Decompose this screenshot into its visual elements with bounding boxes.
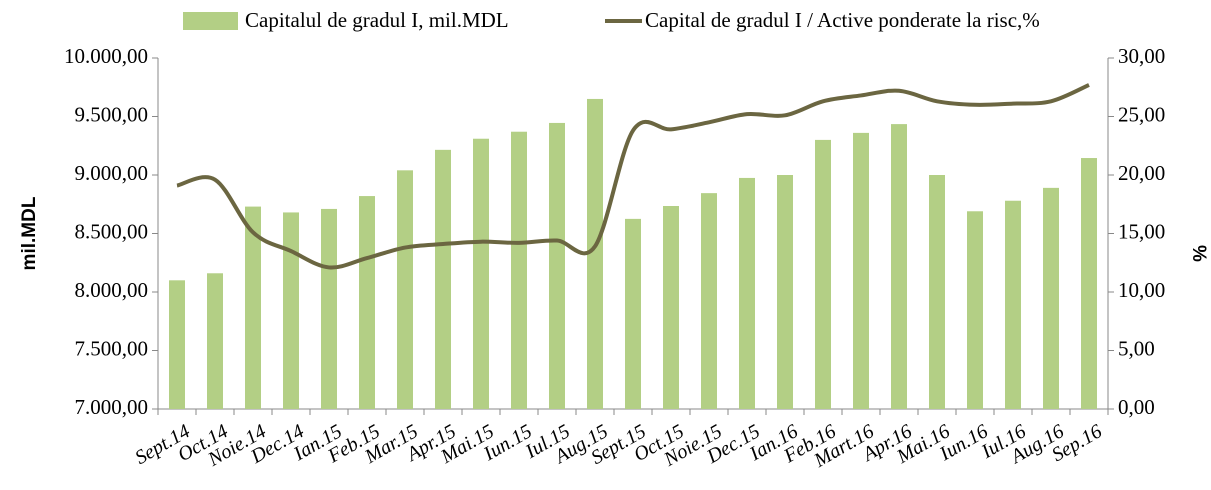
y-axis-label: mil.MDL — [19, 196, 40, 270]
bar — [473, 138, 489, 410]
y2-tick-label: 25,00 — [1118, 102, 1165, 126]
bar — [663, 206, 679, 409]
bar — [321, 208, 337, 409]
y-tick-label: 9.500,00 — [75, 102, 149, 126]
bar — [853, 132, 869, 409]
bar — [549, 122, 565, 409]
bar — [1005, 200, 1021, 409]
y-tick-label: 7.000,00 — [75, 395, 149, 419]
bar — [245, 206, 261, 409]
y2-tick-label: 30,00 — [1118, 44, 1165, 68]
line — [176, 83, 1090, 270]
bar — [207, 273, 223, 409]
legend-label: Capital de gradul I / Active ponderate l… — [645, 8, 1040, 32]
y-tick-label: 9.000,00 — [75, 161, 149, 185]
bar — [397, 170, 413, 409]
bar — [739, 177, 755, 409]
bar — [1081, 158, 1097, 409]
y2-tick-label: 20,00 — [1118, 161, 1165, 185]
bar — [169, 280, 185, 409]
bar — [587, 98, 603, 409]
bar — [435, 149, 451, 409]
bar — [625, 218, 641, 409]
bar — [359, 196, 375, 409]
bar — [891, 124, 907, 409]
bar — [815, 139, 831, 409]
y2-tick-label: 5,00 — [1118, 336, 1155, 360]
y2-tick-label: 10,00 — [1118, 278, 1165, 302]
bar — [701, 193, 717, 409]
y-tick-label: 10.000,00 — [64, 44, 148, 68]
y-tick-label: 7.500,00 — [75, 336, 149, 360]
bar — [967, 211, 983, 409]
bar — [283, 212, 299, 409]
y-tick-label: 8.500,00 — [75, 219, 149, 243]
y2-tick-label: 15,00 — [1118, 219, 1165, 243]
y-tick-label: 8.000,00 — [75, 278, 149, 302]
y2-tick-label: 0,00 — [1118, 395, 1155, 419]
bar — [777, 175, 793, 409]
legend-label: Capitalul de gradul I, mil.MDL — [245, 8, 509, 32]
y2-axis-label: % — [1188, 245, 1209, 262]
bar — [1043, 187, 1059, 409]
bar — [511, 131, 527, 409]
bar — [929, 175, 945, 409]
legend-swatch — [183, 12, 238, 30]
